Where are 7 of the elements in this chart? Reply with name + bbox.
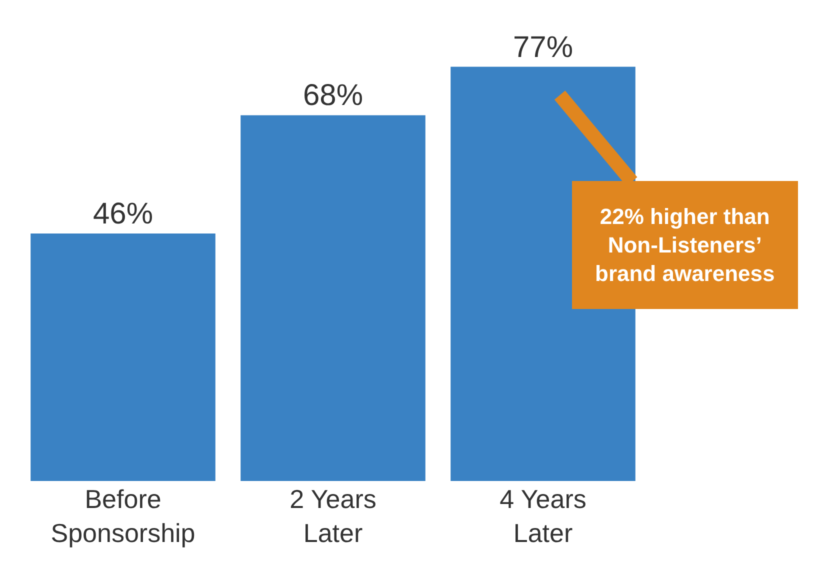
- x-tick-label: Before Sponsorship: [50, 484, 196, 548]
- x-tick-label: 4 Years Later: [500, 484, 586, 548]
- data-label: 68%: [302, 79, 364, 112]
- annotation: 22% higher than Non-Listeners’ brand awareness: [595, 204, 775, 286]
- data-label: 77%: [512, 30, 574, 64]
- x-tick-label: 2 Years Later: [290, 484, 376, 548]
- data-label: 46%: [92, 198, 154, 231]
